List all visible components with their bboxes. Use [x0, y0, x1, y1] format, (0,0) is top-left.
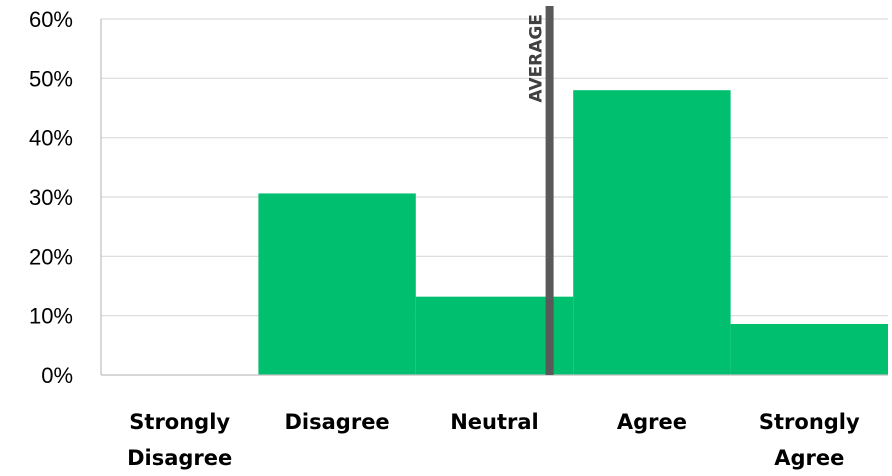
average-label: AVERAGE [527, 14, 547, 103]
category-label: Strongly Disagree [127, 410, 232, 470]
y-tick-labels: 0% 10% 20% 30% 40% 50% 60% [29, 7, 73, 388]
category-labels: Strongly Disagree Disagree Neutral Agree Stro… [127, 410, 860, 470]
y-tick-label: 0% [41, 363, 73, 388]
axes [100, 19, 888, 376]
bar [573, 90, 731, 375]
category-label: Neutral [450, 410, 539, 434]
average-marker: AVERAGE [527, 6, 554, 375]
y-tick-label: 40% [29, 126, 73, 151]
y-tick-label: 60% [29, 7, 73, 32]
category-label: Strongly Agree [759, 410, 860, 470]
bar [258, 193, 416, 375]
bars [258, 90, 888, 375]
category-label: Agree [617, 410, 687, 434]
category-label: Disagree [285, 410, 390, 434]
y-tick-label: 20% [29, 244, 73, 269]
bar [730, 323, 888, 375]
y-tick-label: 50% [29, 66, 73, 91]
y-tick-label: 10% [29, 304, 73, 329]
y-tick-label: 30% [29, 185, 73, 210]
gridlines [101, 18, 888, 317]
